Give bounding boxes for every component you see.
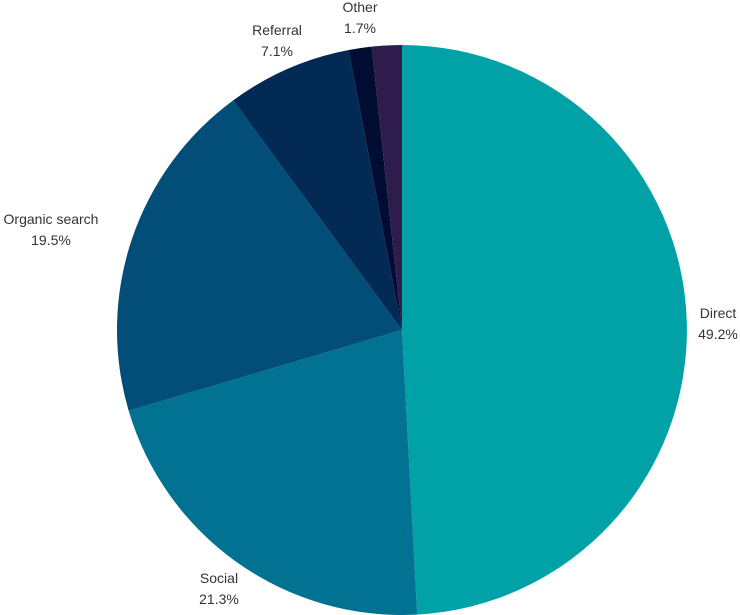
slice-value-social: 21.3% bbox=[199, 591, 239, 607]
pie-slice-other-5 bbox=[371, 45, 402, 330]
slice-label-referral: Referral bbox=[252, 22, 302, 38]
slice-label-direct: Direct bbox=[700, 305, 737, 321]
pie-slice-social-1 bbox=[128, 330, 418, 615]
slice-value-other: 1.7% bbox=[344, 20, 376, 36]
slice-label-social: Social bbox=[200, 570, 238, 586]
slice-value-organic-search: 19.5% bbox=[31, 232, 71, 248]
pie-slices bbox=[116, 45, 687, 615]
slice-label-organic-search: Organic search bbox=[4, 211, 99, 227]
pie-slice-organic-search-2 bbox=[116, 100, 402, 411]
pie-labels: Direct 49.2% Social 21.3% Organic search… bbox=[4, 0, 738, 607]
slice-label-other: Other bbox=[342, 0, 377, 15]
slice-value-direct: 49.2% bbox=[698, 326, 738, 342]
pie-slice-direct-0 bbox=[402, 45, 687, 615]
slice-value-referral: 7.1% bbox=[261, 43, 293, 59]
pie-slice-referral-3 bbox=[233, 50, 402, 330]
pie-slice-unlabeled-4 bbox=[348, 46, 402, 331]
